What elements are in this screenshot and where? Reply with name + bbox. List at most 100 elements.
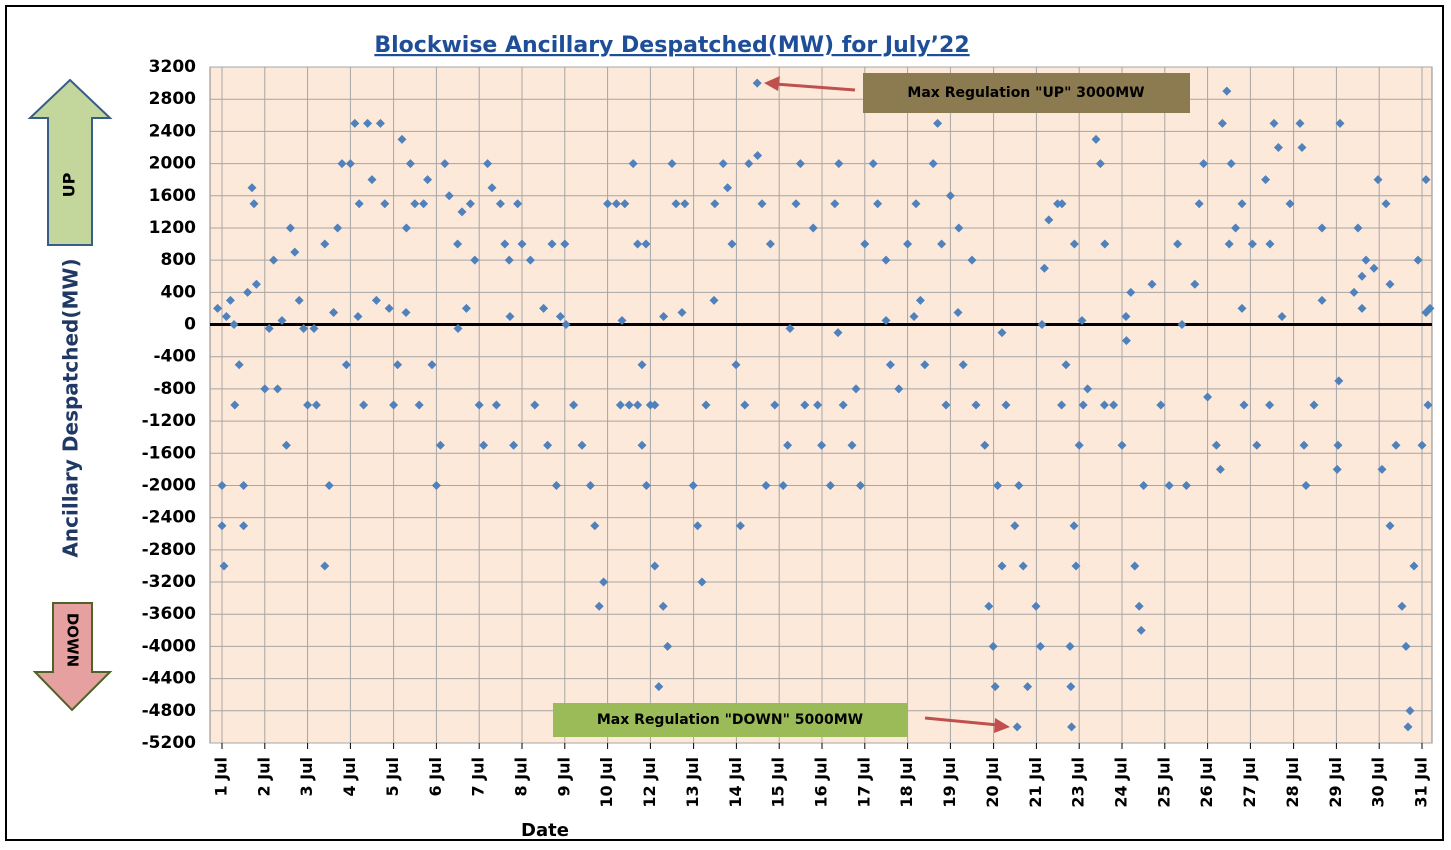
- point: [663, 641, 673, 651]
- point: [1121, 336, 1131, 346]
- point: [1134, 601, 1144, 611]
- x-tick-label: 18 Jul: [897, 757, 916, 808]
- point: [419, 199, 429, 209]
- point: [427, 360, 437, 370]
- point: [688, 480, 698, 490]
- x-tick-label: 14 Jul: [726, 757, 745, 808]
- y-axis-label: Ancillary Despatched(MW): [59, 258, 83, 557]
- point: [350, 118, 360, 128]
- point: [380, 199, 390, 209]
- point: [294, 295, 304, 305]
- point: [1231, 223, 1241, 233]
- point: [1247, 239, 1257, 249]
- point: [765, 239, 775, 249]
- point: [778, 480, 788, 490]
- point: [641, 239, 651, 249]
- point: [1421, 175, 1431, 185]
- point: [1039, 263, 1049, 273]
- point: [667, 159, 677, 169]
- point: [633, 239, 643, 249]
- point: [1147, 279, 1157, 289]
- x-tick-label: 2 Jul: [254, 757, 273, 797]
- y-tick-label: -1600: [142, 443, 197, 463]
- point: [384, 303, 394, 313]
- point: [731, 360, 741, 370]
- up-label: UP: [60, 172, 79, 197]
- y-tick-label: 800: [161, 250, 197, 270]
- point: [1091, 134, 1101, 144]
- point: [723, 183, 733, 193]
- point: [337, 159, 347, 169]
- point: [650, 561, 660, 571]
- point: [1273, 142, 1283, 152]
- x-tick-label: 24 Jul: [1112, 757, 1131, 808]
- point: [243, 287, 253, 297]
- point: [247, 183, 257, 193]
- point: [1401, 641, 1411, 651]
- point: [495, 199, 505, 209]
- annotation: Max Regulation "UP" 3000MW: [907, 85, 1144, 101]
- point: [435, 440, 445, 450]
- point: [470, 255, 480, 265]
- point: [547, 239, 557, 249]
- point: [641, 480, 651, 490]
- point: [817, 440, 827, 450]
- point: [461, 303, 471, 313]
- point: [620, 199, 630, 209]
- point: [1334, 376, 1344, 386]
- point: [813, 400, 823, 410]
- point: [915, 295, 925, 305]
- point: [431, 480, 441, 490]
- point: [329, 307, 339, 317]
- point: [1001, 400, 1011, 410]
- point: [795, 159, 805, 169]
- point: [1317, 223, 1327, 233]
- point: [1413, 255, 1423, 265]
- annotation-box: [553, 703, 908, 737]
- point: [1333, 440, 1343, 450]
- point: [1353, 223, 1363, 233]
- point: [457, 207, 467, 217]
- point: [1403, 722, 1413, 732]
- point: [1066, 682, 1076, 692]
- point: [577, 440, 587, 450]
- point: [367, 175, 377, 185]
- point: [333, 223, 343, 233]
- point: [311, 400, 321, 410]
- annotation-arrow: [774, 82, 856, 92]
- point: [1095, 159, 1105, 169]
- point: [414, 400, 424, 410]
- point: [483, 159, 493, 169]
- arrow-head: [764, 76, 780, 91]
- point: [525, 255, 535, 265]
- point: [744, 159, 754, 169]
- point: [1297, 142, 1307, 152]
- point: [825, 480, 835, 490]
- point: [555, 311, 565, 321]
- y-tick-label: -2800: [142, 540, 197, 560]
- point: [303, 400, 313, 410]
- point: [697, 577, 707, 587]
- point: [1299, 440, 1309, 450]
- x-tick-label: 25 Jul: [1154, 757, 1173, 808]
- point: [560, 239, 570, 249]
- point: [320, 561, 330, 571]
- point: [903, 239, 913, 249]
- point: [1217, 118, 1227, 128]
- point: [594, 601, 604, 611]
- point: [637, 440, 647, 450]
- point: [624, 400, 634, 410]
- point: [611, 199, 621, 209]
- y-tick-label: -4800: [142, 701, 197, 721]
- point: [1069, 239, 1079, 249]
- point: [281, 440, 291, 450]
- point: [239, 521, 249, 531]
- x-tick-label: 17 Jul: [854, 757, 873, 808]
- point: [617, 316, 627, 325]
- point: [920, 360, 930, 370]
- y-tick-label: 2000: [149, 154, 196, 174]
- point: [680, 199, 690, 209]
- y-tick-label: 0: [184, 315, 196, 335]
- point: [1381, 199, 1391, 209]
- y-tick-label: -4000: [142, 636, 197, 656]
